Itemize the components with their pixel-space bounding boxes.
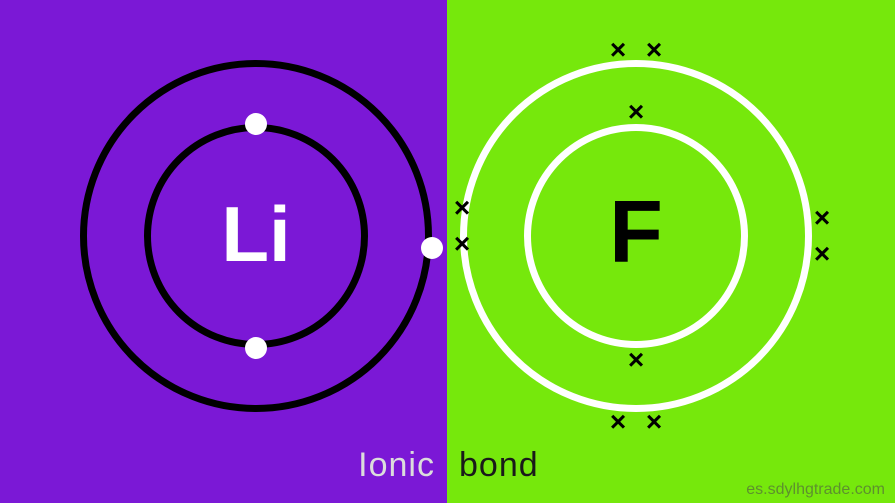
watermark-text: es.sdylhgtrade.com: [746, 481, 885, 499]
electron-x-f-6: ×: [808, 204, 836, 232]
electron-x-f-1: ×: [604, 36, 632, 64]
electron-x-f-0: ×: [622, 98, 650, 126]
electron-x-f-2: ×: [640, 36, 668, 64]
lithium-symbol: Li: [186, 189, 326, 280]
electron-x-f-4: ×: [604, 408, 632, 436]
electron-x-f-5: ×: [640, 408, 668, 436]
electron-dot-li-1: [245, 337, 267, 359]
caption-bond: bond: [459, 446, 895, 485]
fluorine-symbol: F: [566, 181, 706, 283]
electron-dot-li-0: [245, 113, 267, 135]
diagram-stage: Li F × × × × × × × × × × Ionic bond es.sdylhgtrad…: [0, 0, 895, 503]
electron-dot-li-2: [421, 237, 443, 259]
electron-x-f-9: ×: [448, 230, 476, 258]
electron-x-f-3: ×: [622, 346, 650, 374]
electron-x-f-7: ×: [808, 240, 836, 268]
electron-x-f-8: ×: [448, 194, 476, 222]
caption-ionic: Ionic: [0, 446, 435, 485]
